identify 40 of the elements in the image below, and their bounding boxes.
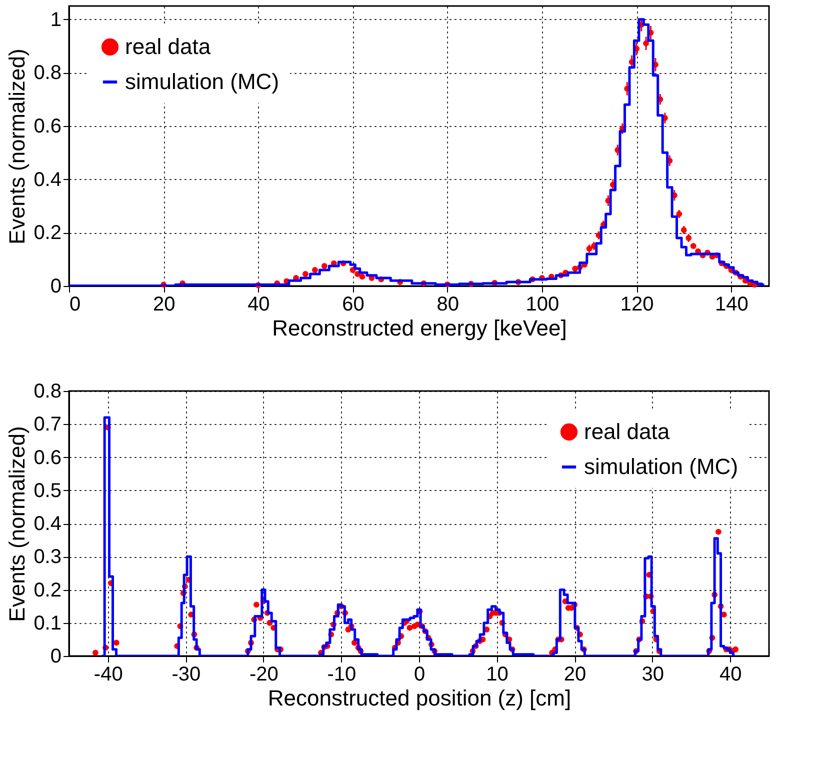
- y-tick-label: 0: [50, 646, 62, 668]
- x-tick-label: 20: [152, 294, 176, 316]
- legend-label: simulation (MC): [125, 69, 280, 94]
- y-tick-label: 0.7: [34, 414, 62, 436]
- x-tick-label: 0: [70, 294, 81, 316]
- x-tick-label: 100: [526, 294, 560, 316]
- x-tick-label: -10: [327, 664, 356, 686]
- x-tick-label: 20: [564, 664, 586, 686]
- y-tick-label: 0.4: [34, 168, 62, 191]
- x-tick-label: -40: [94, 664, 123, 686]
- y-tick-label: 0.6: [34, 446, 62, 469]
- x-tick-label: 40: [248, 294, 270, 316]
- x-tick-label: 0: [414, 664, 426, 686]
- y-tick-label: 0.1: [34, 612, 62, 634]
- y-tick-label: 0.6: [34, 116, 62, 138]
- y-tick-label: 0.2: [34, 579, 62, 602]
- x-tick-label: 10: [486, 664, 508, 686]
- y-tick-label: 0.3: [34, 546, 62, 568]
- y-axis-title: Events (normalized): [4, 426, 30, 622]
- y-axis-title: Events (normalized): [4, 48, 30, 244]
- x-tick-label: 40: [719, 664, 742, 686]
- x-tick-label: 140: [714, 294, 748, 316]
- y-tick-label: 0: [50, 276, 62, 298]
- x-axis-title: Reconstructed energy [keVee]: [272, 316, 567, 340]
- y-tick-label: 0.8: [34, 380, 62, 402]
- x-tick-label: -30: [172, 664, 201, 686]
- x-tick-label: 30: [642, 664, 664, 686]
- y-tick-label: 0.4: [34, 513, 62, 535]
- x-tick-label: 80: [436, 294, 460, 316]
- legend-label: real data: [584, 419, 670, 444]
- x-tick-label: 120: [620, 294, 654, 316]
- x-axis-title: Reconstructed position (z) [cm]: [268, 686, 572, 710]
- legend-label: real data: [125, 34, 212, 59]
- x-tick-label: -20: [249, 664, 278, 686]
- y-tick-label: 0.8: [34, 62, 62, 84]
- legend-label: simulation (MC): [584, 454, 738, 479]
- y-tick-label: 1: [50, 8, 62, 31]
- y-tick-label: 0.2: [34, 222, 62, 244]
- y-tick-label: 0.5: [34, 480, 62, 502]
- x-tick-label: 60: [342, 294, 364, 316]
